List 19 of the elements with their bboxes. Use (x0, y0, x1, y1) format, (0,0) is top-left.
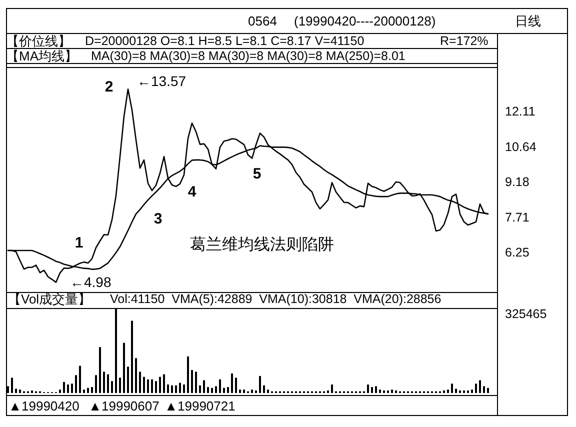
subtitle: (19990420----20000128) (294, 14, 436, 28)
annotation: ←13.57 (137, 73, 186, 89)
annotation: 2 (104, 78, 114, 96)
annotation: Vol:41150 VMA(5):42889 VMA(10):30818 VMA(20):28856 (110, 292, 442, 306)
annotation: 【MA均线】 (6, 48, 78, 64)
title: 0564 (248, 14, 277, 28)
annotation: R=172% (440, 34, 488, 48)
annotation: 【价位线】 (6, 34, 71, 48)
annotation: 1 (74, 234, 84, 252)
annotation: 日线 (515, 14, 541, 28)
annotation: 5 (252, 166, 262, 182)
annotation: 325465 (505, 307, 547, 321)
annotation: 葛兰维均线法则陷阱 (190, 236, 334, 254)
annotation: MA(30)=8 MA(30)=8 MA(30)=8 MA(30)=8 MA(250)=8.01 (91, 49, 406, 63)
annotation: ←4.98 (70, 274, 112, 290)
annotation: D=20000128 O=8.1 H=8.5 L=8.1 C=8.17 V=41150 (85, 34, 364, 48)
annotation: 3 (154, 210, 162, 228)
annotation: 4 (188, 184, 196, 200)
title: 【Vol成交量】 (8, 292, 92, 306)
